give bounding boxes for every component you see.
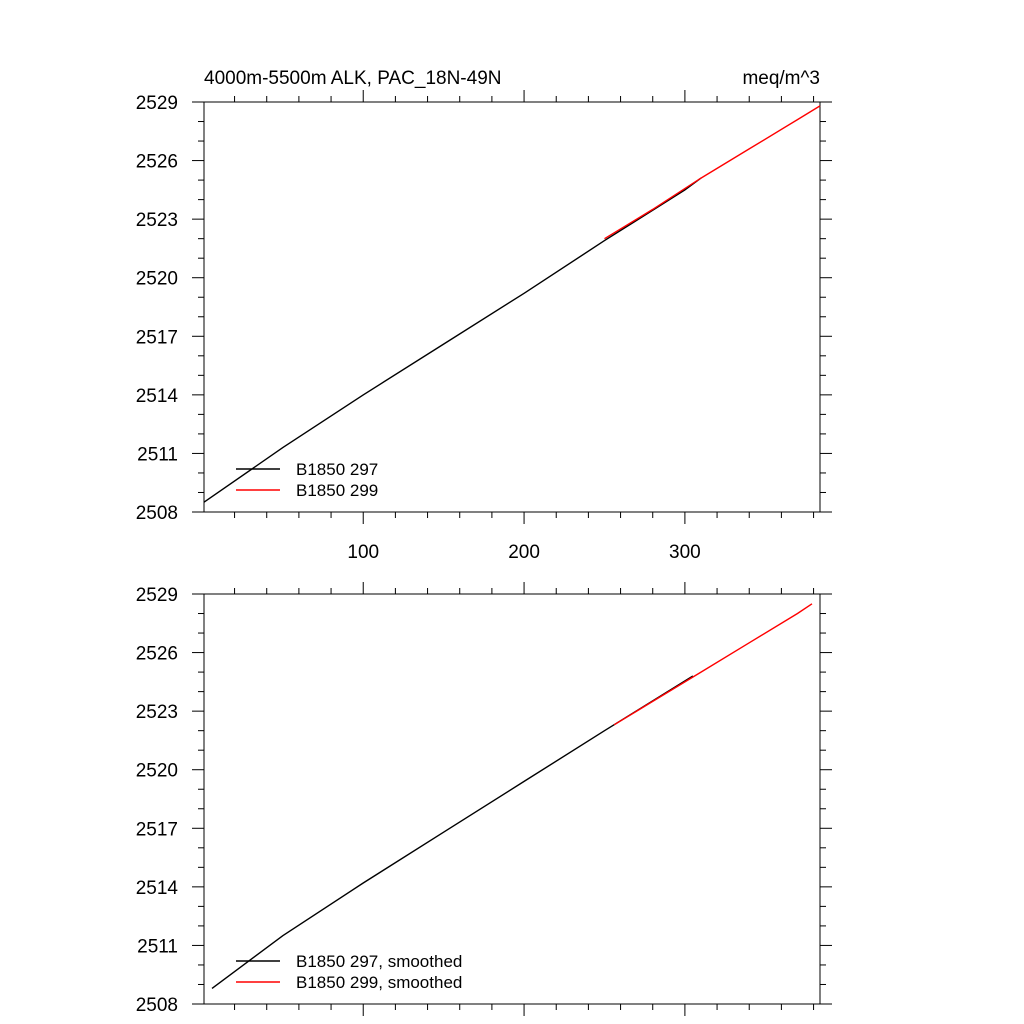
y-tick-label: 2520: [136, 269, 178, 290]
x-tick-label: 100: [347, 542, 379, 563]
series-line-1: [203, 177, 702, 503]
chart-panel-2: 2508 2511 2514 2517 2520 2523 2526 2529 B1850 29…: [136, 582, 832, 1016]
chart-title: 4000m-5500m ALK, PAC_18N-49N: [204, 68, 501, 89]
chart-panel-1: 2508 2511 2514 2517 2520 2523 2526 2529 100 200 30…: [136, 68, 832, 563]
legend-label-1: B1850 297, smoothed: [296, 952, 462, 971]
y-tick-label: 2508: [136, 503, 178, 524]
y-tick-label: 2526: [136, 644, 178, 665]
series-line-1: [211, 675, 694, 989]
y-tick-label: 2517: [136, 819, 178, 840]
y-tick-label: 2529: [136, 93, 178, 114]
series-line-2: [613, 603, 813, 726]
y-tick-label: 2526: [136, 152, 178, 173]
y-tick-label: 2508: [136, 995, 178, 1016]
legend-label-1: B1850 297: [296, 460, 378, 479]
y-tick-label: 2511: [137, 936, 178, 957]
plot-frame: [203, 593, 821, 1005]
x-tick-label: 200: [508, 542, 540, 563]
x-tick-label: 300: [669, 542, 701, 563]
y-tick-label: 2514: [136, 878, 179, 899]
y-tick-label: 2523: [136, 702, 178, 723]
series-line-2: [604, 105, 821, 240]
legend-label-2: B1850 299: [296, 481, 378, 500]
y-tick-label: 2529: [136, 585, 178, 606]
y-tick-label: 2514: [136, 386, 179, 407]
y-tick-label: 2511: [137, 444, 178, 465]
units-label: meq/m^3: [742, 68, 820, 89]
plot-frame: [203, 101, 821, 513]
legend-label-2: B1850 299, smoothed: [296, 973, 462, 992]
y-tick-label: 2520: [136, 761, 178, 782]
y-tick-label: 2523: [136, 210, 178, 231]
y-tick-label: 2517: [136, 327, 178, 348]
